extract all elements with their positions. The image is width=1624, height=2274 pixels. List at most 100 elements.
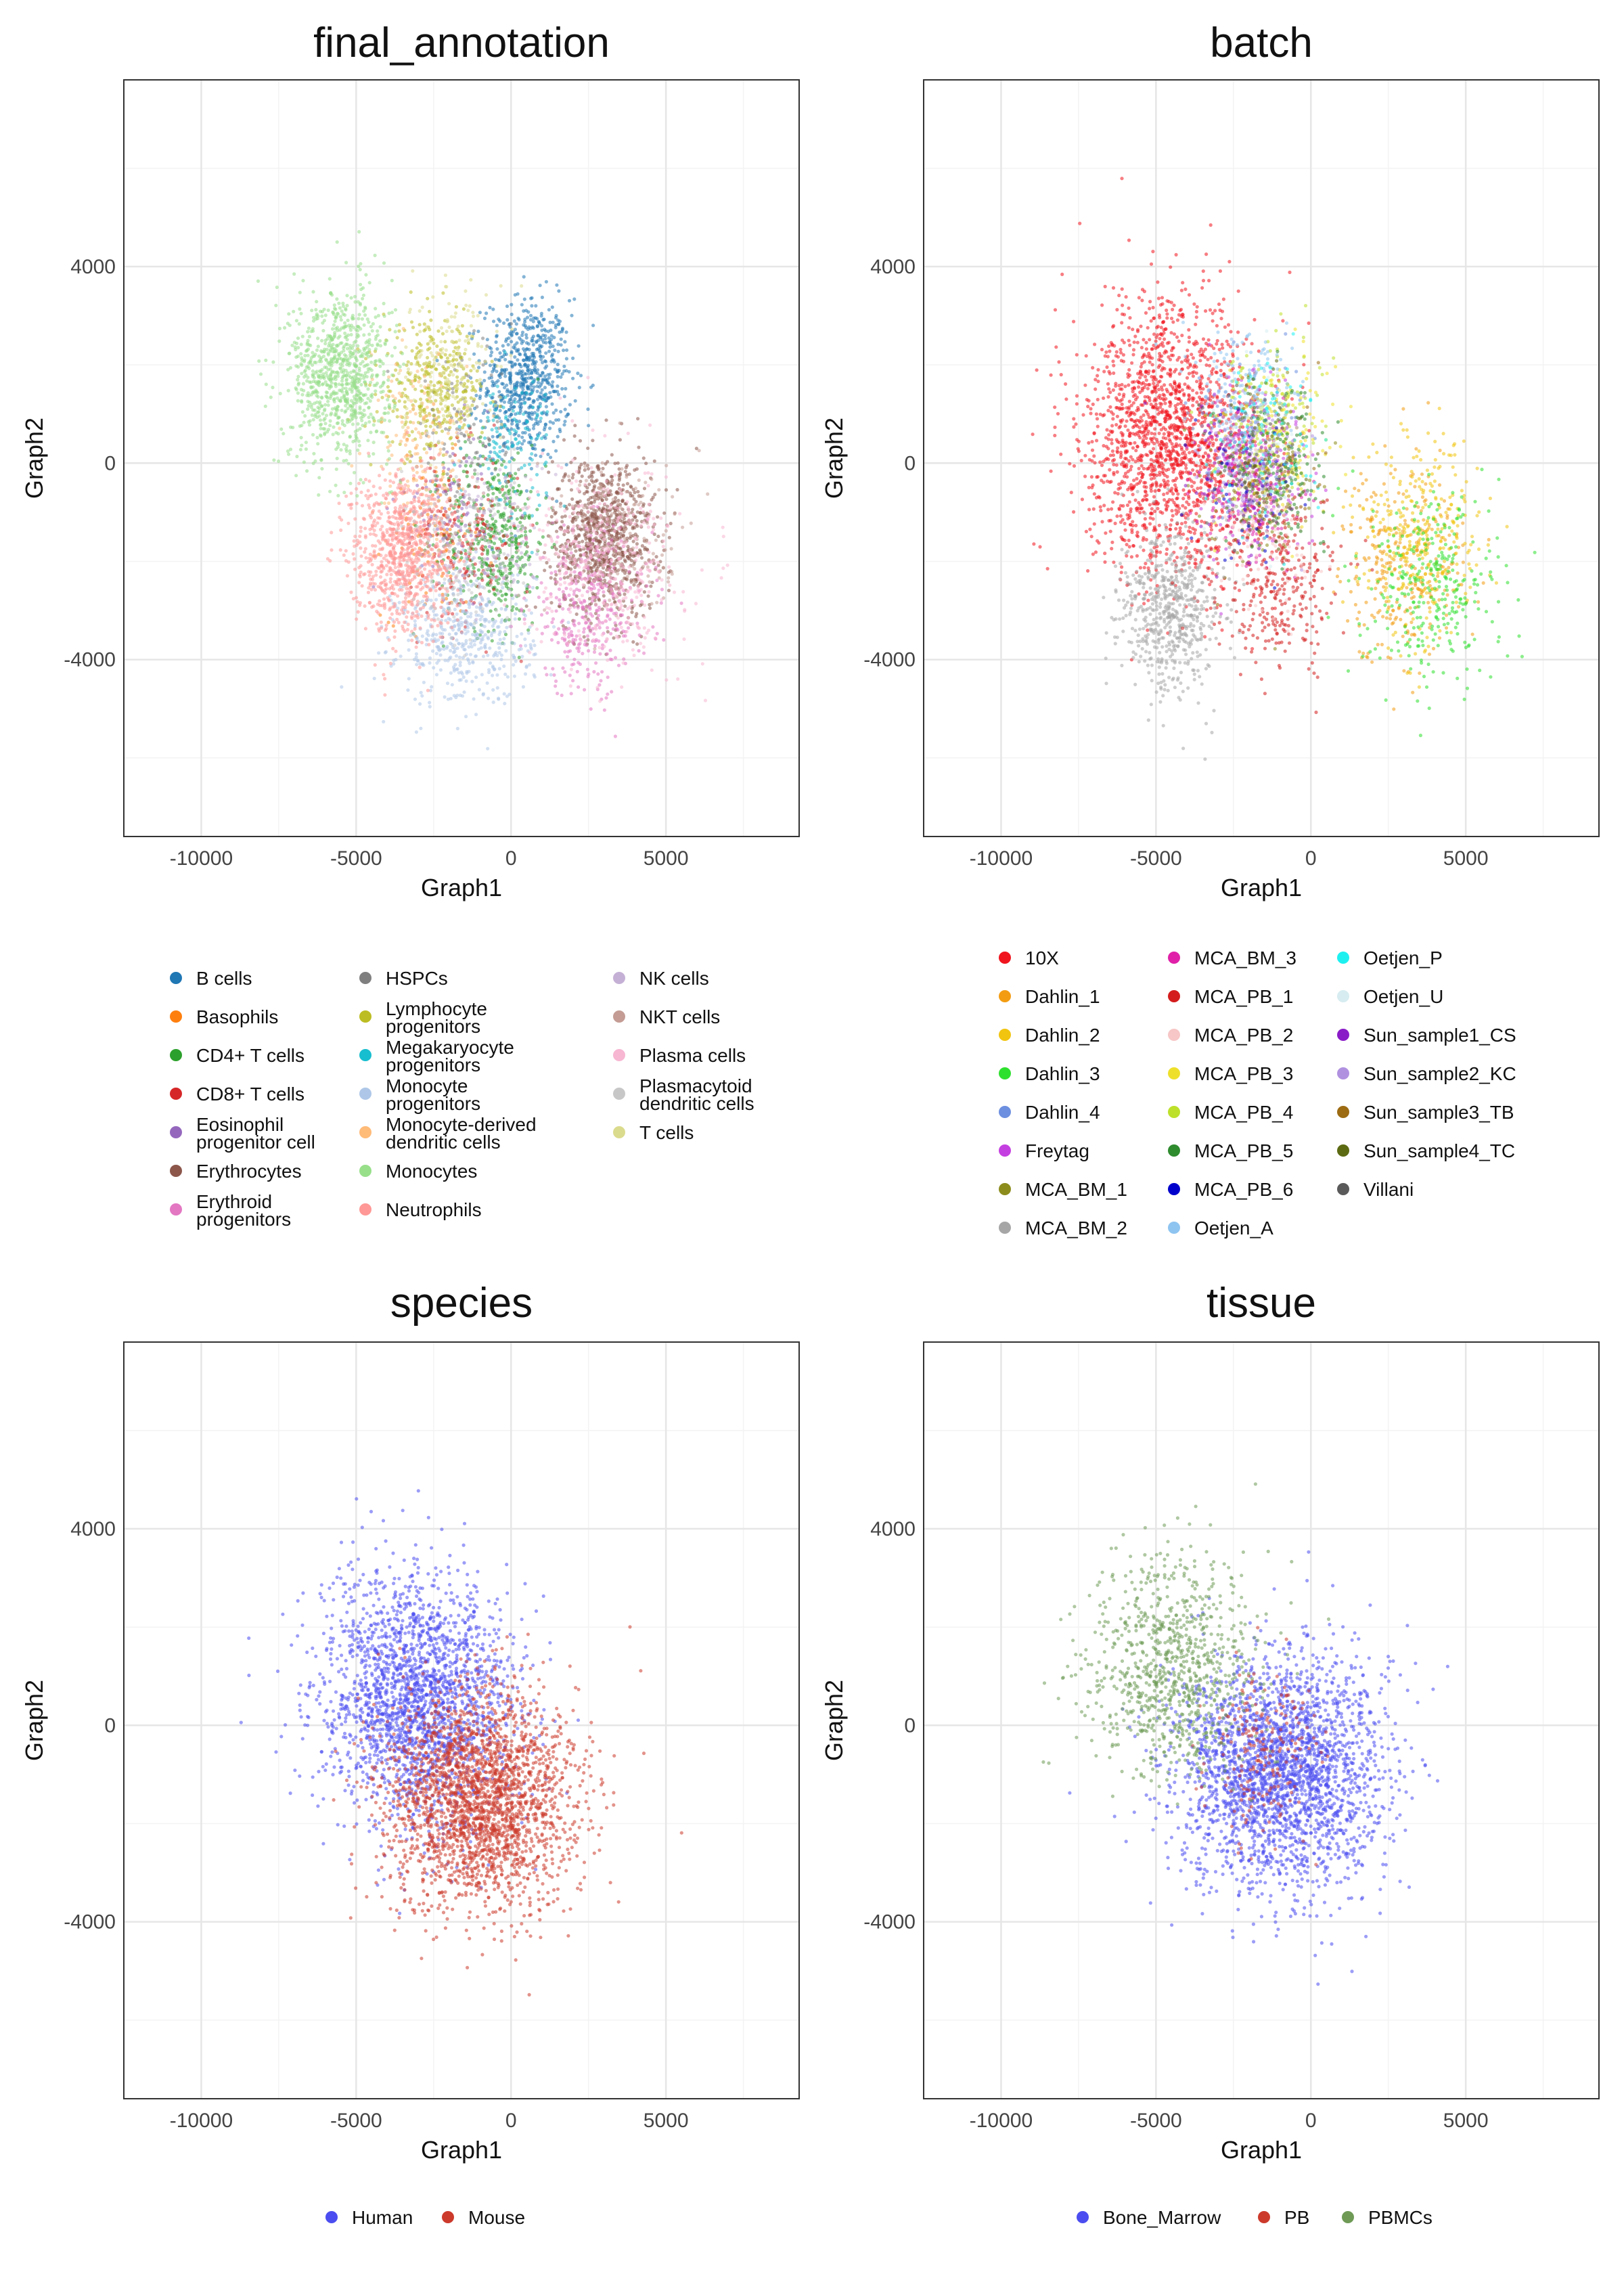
point xyxy=(595,478,599,483)
point xyxy=(557,418,561,422)
point xyxy=(341,304,345,309)
point xyxy=(264,358,268,363)
point xyxy=(428,700,432,705)
point xyxy=(595,538,599,542)
point xyxy=(316,344,320,349)
point xyxy=(366,367,370,371)
point xyxy=(352,401,357,406)
point xyxy=(482,378,487,382)
point xyxy=(397,399,401,403)
point xyxy=(597,625,602,630)
point xyxy=(569,551,573,555)
point xyxy=(616,628,620,632)
point xyxy=(492,458,496,462)
point xyxy=(563,670,567,674)
point xyxy=(303,353,307,358)
point xyxy=(432,388,436,392)
point xyxy=(527,462,532,466)
point xyxy=(428,360,432,365)
point xyxy=(403,394,408,398)
point xyxy=(525,545,530,549)
point xyxy=(609,631,613,636)
point xyxy=(336,416,340,420)
point xyxy=(491,392,495,396)
point xyxy=(445,602,450,606)
point xyxy=(595,595,600,600)
point xyxy=(474,613,478,617)
point xyxy=(388,472,392,476)
point xyxy=(587,649,591,653)
point xyxy=(588,605,592,610)
point xyxy=(501,512,506,516)
point xyxy=(487,443,491,447)
point xyxy=(586,675,590,679)
point xyxy=(386,445,390,449)
point xyxy=(474,713,478,717)
point xyxy=(540,295,545,299)
point xyxy=(319,422,323,426)
point xyxy=(449,436,453,440)
point xyxy=(585,486,589,490)
point xyxy=(429,318,433,322)
point xyxy=(361,415,365,419)
point xyxy=(574,634,579,638)
point xyxy=(307,326,311,330)
point xyxy=(447,632,451,636)
point xyxy=(363,313,367,317)
point xyxy=(437,422,441,426)
point xyxy=(487,696,491,700)
point xyxy=(523,572,527,576)
point xyxy=(480,430,484,434)
point xyxy=(504,485,509,489)
point xyxy=(513,400,518,404)
point xyxy=(306,375,310,380)
point xyxy=(530,452,534,456)
point xyxy=(357,369,361,373)
point xyxy=(568,673,572,677)
point xyxy=(563,420,567,424)
point xyxy=(505,502,510,506)
point xyxy=(278,391,282,396)
point xyxy=(570,313,574,317)
point xyxy=(376,329,380,333)
point xyxy=(353,470,357,474)
point xyxy=(322,350,326,354)
point xyxy=(495,452,499,456)
point xyxy=(614,533,618,537)
point xyxy=(556,349,560,353)
point xyxy=(336,396,340,400)
point xyxy=(610,608,614,612)
point xyxy=(430,421,434,425)
point xyxy=(570,476,574,480)
point xyxy=(315,400,319,404)
point xyxy=(414,652,419,656)
point xyxy=(656,534,660,539)
point xyxy=(451,539,455,543)
point xyxy=(522,323,526,327)
point xyxy=(360,317,365,321)
point xyxy=(470,380,474,384)
point xyxy=(327,344,331,348)
point xyxy=(622,657,626,661)
point xyxy=(448,454,452,458)
point xyxy=(474,451,478,455)
point xyxy=(438,447,443,451)
point xyxy=(483,445,488,449)
point xyxy=(334,374,338,378)
point xyxy=(332,370,336,374)
point xyxy=(465,610,469,615)
point xyxy=(448,426,452,430)
point xyxy=(487,454,491,459)
point xyxy=(545,364,549,368)
point xyxy=(601,466,605,470)
point xyxy=(309,343,313,347)
point xyxy=(523,511,527,516)
point xyxy=(491,688,495,692)
point xyxy=(560,386,564,391)
point xyxy=(489,609,493,613)
point xyxy=(512,432,516,437)
point xyxy=(493,560,497,564)
point xyxy=(650,497,654,502)
point xyxy=(631,640,635,644)
point xyxy=(515,383,519,388)
